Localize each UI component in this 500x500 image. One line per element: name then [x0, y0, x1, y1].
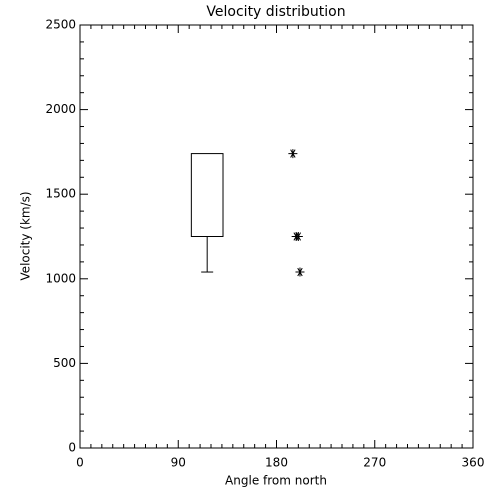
y-tick-label: 0 [68, 441, 76, 455]
x-tick-label: 360 [462, 456, 485, 470]
point [288, 149, 298, 159]
y-tick-label: 500 [53, 356, 76, 370]
point [293, 232, 303, 241]
x-axis-label: Angle from north [225, 474, 327, 488]
x-tick-label: 270 [363, 456, 386, 470]
point [295, 267, 305, 277]
chart-title: Velocity distribution [206, 4, 345, 20]
y-axis-label: Velocity (km/s) [19, 191, 33, 280]
x-tick-label: 0 [76, 456, 84, 470]
y-tick-label: 1500 [45, 187, 76, 201]
y-tick-label: 1000 [45, 271, 76, 285]
x-tick-label: 90 [171, 456, 186, 470]
y-tick-label: 2500 [45, 18, 76, 32]
box [190, 153, 224, 237]
x-tick-label: 180 [265, 456, 288, 470]
y-tick-label: 2000 [45, 102, 76, 116]
plot-frame [79, 24, 474, 449]
